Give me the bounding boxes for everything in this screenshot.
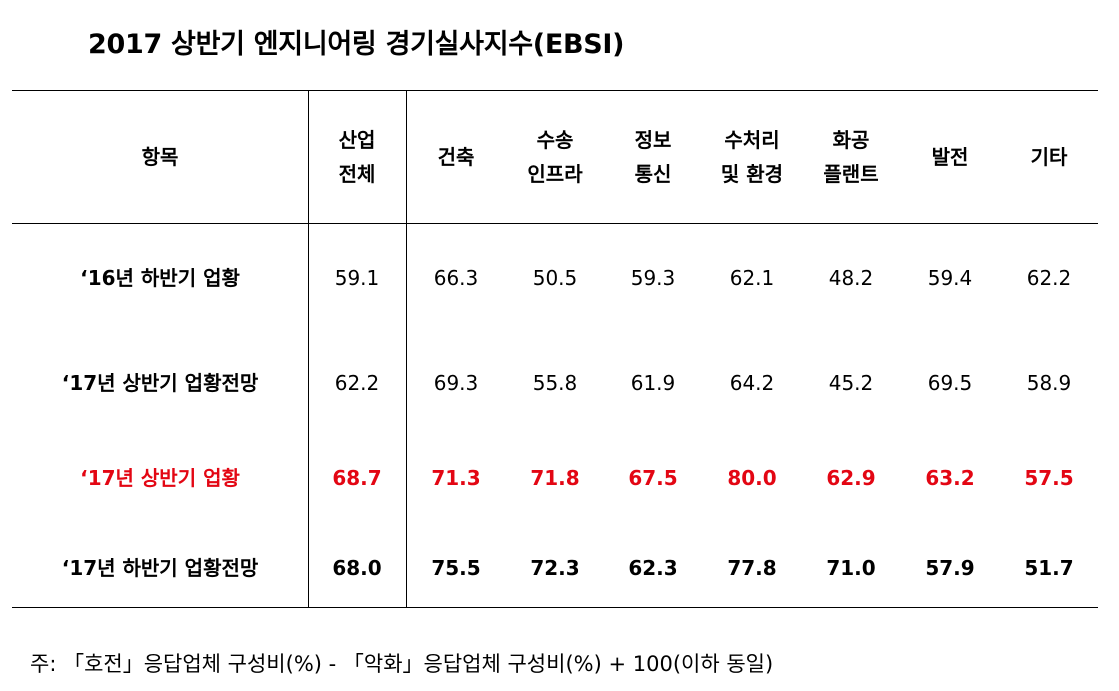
footnote: 주: 「호전」응답업체 구성비(%) - 「악화」응답업체 구성비(%) + 1… [30, 652, 774, 676]
column-header-line: 건축 [437, 144, 475, 169]
label-column-divider [308, 90, 309, 608]
column-header-line: 산업 [338, 127, 376, 152]
table-top-border [12, 90, 1098, 91]
value-cell: 61.9 [630, 371, 676, 395]
value-cell: 59.4 [927, 266, 973, 290]
table-bottom-border [12, 607, 1098, 608]
column-header-line: 및 환경 [720, 161, 784, 186]
total-column-divider [406, 90, 407, 608]
header-item: 항목 [141, 144, 179, 169]
value-cell: 69.5 [927, 371, 973, 395]
value-cell: 75.5 [431, 556, 481, 580]
column-header-line: 정보 [634, 127, 672, 152]
value-cell: 80.0 [727, 466, 777, 490]
column-header-line: 전체 [338, 161, 376, 186]
column-header-line: 수처리 [724, 127, 780, 152]
value-cell: 62.2 [334, 371, 380, 395]
value-cell: 64.2 [729, 371, 775, 395]
value-cell: 71.8 [530, 466, 580, 490]
column-header: 건축 [407, 90, 505, 223]
column-header-line: 수송 [536, 127, 574, 152]
value-cell: 59.1 [334, 266, 380, 290]
value-cell: 71.0 [826, 556, 876, 580]
value-cell: 62.2 [1026, 266, 1072, 290]
value-cell: 62.9 [826, 466, 876, 490]
column-header-line: 화공 [832, 127, 870, 152]
value-cell: 45.2 [828, 371, 874, 395]
column-header-line: 기타 [1030, 144, 1068, 169]
value-cell: 66.3 [433, 266, 479, 290]
row-label: ‘17년 하반기 업황전망 [61, 556, 259, 580]
value-cell: 57.9 [925, 556, 975, 580]
column-header: 발전 [901, 90, 999, 223]
row-label: ‘16년 하반기 업황 [80, 266, 240, 290]
column-header-line: 발전 [931, 144, 969, 169]
column-header-line: 통신 [634, 161, 672, 186]
value-cell: 71.3 [431, 466, 481, 490]
value-cell: 77.8 [727, 556, 777, 580]
column-header-text: 건축 [438, 140, 475, 174]
column-header-line: 플랜트 [823, 161, 879, 186]
value-cell: 48.2 [828, 266, 874, 290]
value-cell: 50.5 [532, 266, 578, 290]
column-header-text: 발전 [932, 140, 969, 174]
row-label: ‘17년 상반기 업황전망 [61, 371, 259, 395]
value-cell: 68.7 [332, 466, 382, 490]
value-cell: 51.7 [1024, 556, 1074, 580]
value-cell: 55.8 [532, 371, 578, 395]
value-cell: 62.3 [628, 556, 678, 580]
value-cell: 69.3 [433, 371, 479, 395]
column-header-line: 인프라 [527, 161, 583, 186]
page-title: 2017 상반기 엔지니어링 경기실사지수(EBSI) [88, 29, 625, 60]
header-bottom-border [12, 223, 1098, 224]
value-cell: 57.5 [1024, 466, 1074, 490]
value-cell: 59.3 [630, 266, 676, 290]
column-header-text: 기타 [1031, 140, 1068, 174]
value-cell: 72.3 [530, 556, 580, 580]
column-header: 기타 [1000, 90, 1098, 223]
row-label: ‘17년 상반기 업황 [80, 466, 240, 490]
value-cell: 68.0 [332, 556, 382, 580]
value-cell: 62.1 [729, 266, 775, 290]
value-cell: 63.2 [925, 466, 975, 490]
value-cell: 67.5 [628, 466, 678, 490]
value-cell: 58.9 [1026, 371, 1072, 395]
